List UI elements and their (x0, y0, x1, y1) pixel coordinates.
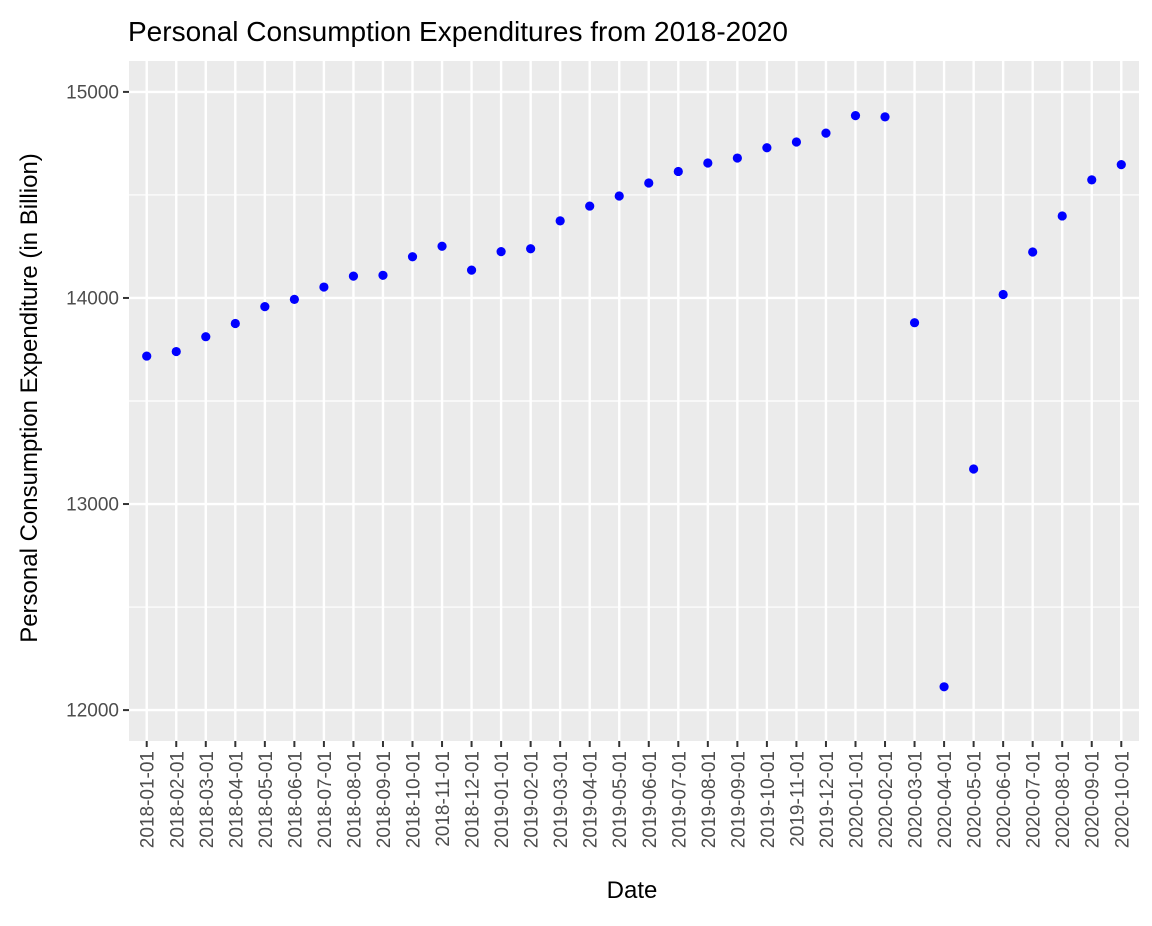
x-tick-label: 2019-07-01 (669, 751, 690, 848)
data-point (1028, 247, 1038, 257)
data-point (230, 318, 240, 329)
y-tick-label: 13000 (66, 495, 119, 516)
data-point (1087, 175, 1097, 185)
x-tick-label: 2019-05-01 (610, 751, 631, 848)
x-tick-label: 2019-12-01 (817, 751, 838, 848)
data-point (732, 153, 742, 163)
data-point (821, 128, 831, 138)
data-point (909, 318, 920, 328)
data-point (791, 137, 802, 147)
y-tick-label: 12000 (66, 701, 119, 722)
data-point (614, 191, 624, 201)
x-tick-label: 2020-01-01 (846, 751, 867, 848)
x-tick-label: 2020-04-01 (935, 751, 956, 848)
data-point (289, 294, 299, 305)
data-point (1057, 211, 1067, 221)
y-tick-label: 15000 (66, 82, 119, 103)
data-point (260, 302, 270, 312)
data-point (762, 143, 772, 153)
x-tick-label: 2020-09-01 (1083, 751, 1104, 848)
data-point (378, 270, 388, 280)
data-point (319, 282, 329, 292)
x-tick-label: 2019-02-01 (522, 751, 543, 848)
x-tick-label: 2020-05-01 (965, 751, 986, 848)
data-point (939, 682, 949, 692)
data-point (348, 271, 359, 281)
x-tick-label: 2018-06-01 (285, 751, 306, 848)
data-point (1116, 160, 1126, 170)
x-axis-title: Date (607, 877, 658, 904)
x-tick-label: 2018-08-01 (344, 751, 365, 848)
x-tick-label: 2018-02-01 (167, 751, 188, 848)
x-tick-label: 2020-06-01 (994, 751, 1015, 848)
x-tick-label: 2019-03-01 (551, 751, 572, 848)
data-point (585, 201, 595, 211)
data-point (703, 158, 713, 168)
x-tick-label: 2018-10-01 (404, 751, 425, 848)
data-point (969, 464, 979, 474)
x-tick-label: 2019-09-01 (728, 751, 749, 848)
x-tick-label: 2020-07-01 (1024, 751, 1045, 848)
x-tick-label: 2019-11-01 (787, 751, 808, 847)
data-point (998, 289, 1008, 300)
data-point (850, 111, 861, 121)
data-point (673, 166, 683, 177)
x-tick-label: 2018-01-01 (138, 751, 159, 848)
data-point (555, 216, 565, 226)
x-tick-label: 2020-10-01 (1112, 751, 1133, 848)
chart-title: Personal Consumption Expenditures from 2… (128, 16, 788, 47)
data-point (142, 351, 152, 361)
data-point (466, 265, 477, 275)
data-point (644, 178, 654, 188)
data-point (201, 332, 211, 342)
plot-area: 12000 13000 14000 15000 2018-01-01 2018-02-01… (66, 61, 1139, 848)
x-tick-label: 2019-01-01 (492, 751, 513, 848)
x-tick-label: 2019-10-01 (758, 751, 779, 848)
x-tick-label: 2019-06-01 (640, 751, 661, 848)
x-tick-label: 2018-04-01 (226, 751, 247, 848)
data-point (407, 252, 418, 262)
data-point (496, 247, 506, 257)
data-point (880, 112, 890, 122)
data-point (171, 346, 181, 357)
x-tick-label: 2020-03-01 (906, 751, 927, 848)
x-tick-label: 2018-12-01 (463, 751, 484, 848)
x-tick-label: 2020-08-01 (1053, 751, 1074, 848)
x-tick-label: 2020-02-01 (876, 751, 897, 848)
x-tick-label: 2018-07-01 (315, 751, 336, 848)
x-tick-label: 2019-04-01 (581, 751, 602, 848)
data-point (437, 241, 447, 251)
y-axis-title: Personal Consumption Expenditure (in Bil… (16, 153, 43, 643)
x-tick-label: 2018-09-01 (374, 751, 395, 848)
x-tick-label: 2019-08-01 (699, 751, 720, 848)
x-tick-label: 2018-05-01 (256, 751, 277, 848)
x-tick-label: 2018-11-01 (433, 751, 454, 847)
x-tick-label: 2018-03-01 (197, 751, 218, 848)
data-point (526, 244, 536, 254)
y-tick-label: 14000 (66, 288, 119, 309)
